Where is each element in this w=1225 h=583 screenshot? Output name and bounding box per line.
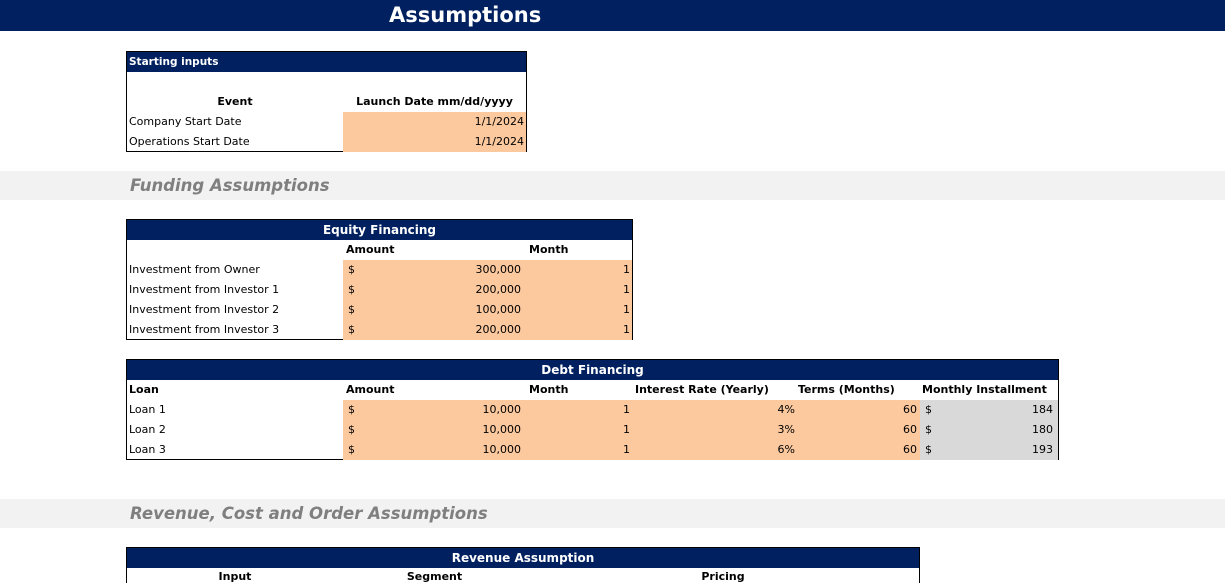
amount-input-bg[interactable] <box>343 320 526 340</box>
col-pricing: Pricing <box>701 570 745 583</box>
loan-installment: 184 <box>1032 403 1053 416</box>
loan-interest-rate: 3% <box>777 423 795 436</box>
loan-label: Loan 2 <box>129 423 166 436</box>
installment-bg <box>920 400 1058 420</box>
funding-section-title: Funding Assumptions <box>130 176 330 195</box>
currency-symbol: $ <box>348 283 355 296</box>
revenue-section-band: Revenue, Cost and Order Assumptions <box>0 499 1225 528</box>
currency-symbol: $ <box>348 403 355 416</box>
revenue-section-title: Revenue, Cost and Order Assumptions <box>130 504 488 523</box>
loan-installment: 180 <box>1032 423 1053 436</box>
funding-section-band: Funding Assumptions <box>0 171 1225 200</box>
col-segment: Segment <box>406 570 463 583</box>
col-launch-date: Launch Date mm/dd/yyyy <box>356 95 513 108</box>
loan-month: 1 <box>623 423 630 436</box>
loan-terms: 60 <box>903 423 917 436</box>
month-input[interactable]: 1 <box>526 300 632 320</box>
loan-label: Loan 1 <box>129 403 166 416</box>
loan-month: 1 <box>623 403 630 416</box>
currency-symbol: $ <box>348 443 355 456</box>
col-interest-rate: Interest Rate (Yearly) <box>635 383 769 396</box>
amount-value: 200,000 <box>475 283 522 296</box>
equity-row-label: Investment from Investor 3 <box>129 323 280 336</box>
equity-row-label: Investment from Investor 1 <box>129 283 280 296</box>
page-title: Assumptions <box>389 3 542 27</box>
loan-month: 1 <box>623 443 630 456</box>
amount-value: 100,000 <box>475 303 522 316</box>
event-label: Company Start Date <box>129 115 242 128</box>
launch-date-cell[interactable]: 1/1/2024 <box>343 112 526 132</box>
currency-symbol: $ <box>348 303 355 316</box>
col-month: Month <box>529 383 569 396</box>
equity-row-label: Investment from Owner <box>129 263 260 276</box>
loan-terms: 60 <box>903 403 917 416</box>
currency-symbol: $ <box>348 323 355 336</box>
month-input[interactable]: 1 <box>526 280 632 300</box>
loan-interest-rate: 4% <box>777 403 795 416</box>
col-amount: Amount <box>346 383 395 396</box>
loan-amount: 10,000 <box>482 443 522 456</box>
starting-inputs-border <box>126 51 527 152</box>
loan-amount: 10,000 <box>482 403 522 416</box>
title-bar: Assumptions <box>0 0 1225 31</box>
equity-row-label: Investment from Investor 2 <box>129 303 280 316</box>
amount-input-bg[interactable] <box>343 280 526 300</box>
equity-header: Equity Financing <box>127 220 632 240</box>
col-input: Input <box>218 570 252 583</box>
loan-amount: 10,000 <box>482 423 522 436</box>
col-monthly-installment: Monthly Installment <box>922 383 1047 396</box>
revenue-border <box>126 547 920 583</box>
currency-symbol: $ <box>925 403 932 416</box>
loan-input-bg[interactable] <box>343 420 920 440</box>
amount-value: 300,000 <box>475 263 522 276</box>
amount-input-bg[interactable] <box>343 260 526 280</box>
month-input[interactable]: 1 <box>526 260 632 280</box>
loan-installment: 193 <box>1032 443 1053 456</box>
loan-interest-rate: 6% <box>777 443 795 456</box>
debt-header: Debt Financing <box>127 360 1058 380</box>
currency-symbol: $ <box>348 423 355 436</box>
installment-bg <box>920 440 1058 460</box>
month-input[interactable]: 1 <box>526 320 632 340</box>
loan-terms: 60 <box>903 443 917 456</box>
loan-input-bg[interactable] <box>343 440 920 460</box>
currency-symbol: $ <box>925 443 932 456</box>
event-label: Operations Start Date <box>129 135 250 148</box>
col-month: Month <box>529 243 569 256</box>
amount-value: 200,000 <box>475 323 522 336</box>
col-amount: Amount <box>346 243 395 256</box>
currency-symbol: $ <box>348 263 355 276</box>
revenue-header: Revenue Assumption <box>127 548 919 568</box>
installment-bg <box>920 420 1058 440</box>
col-loan: Loan <box>129 383 159 396</box>
currency-symbol: $ <box>925 423 932 436</box>
col-terms: Terms (Months) <box>798 383 895 396</box>
col-event: Event <box>217 95 253 108</box>
amount-input-bg[interactable] <box>343 300 526 320</box>
starting-inputs-header: Starting inputs <box>127 52 526 72</box>
loan-input-bg[interactable] <box>343 400 920 420</box>
launch-date-cell[interactable]: 1/1/2024 <box>343 132 526 152</box>
loan-label: Loan 3 <box>129 443 166 456</box>
